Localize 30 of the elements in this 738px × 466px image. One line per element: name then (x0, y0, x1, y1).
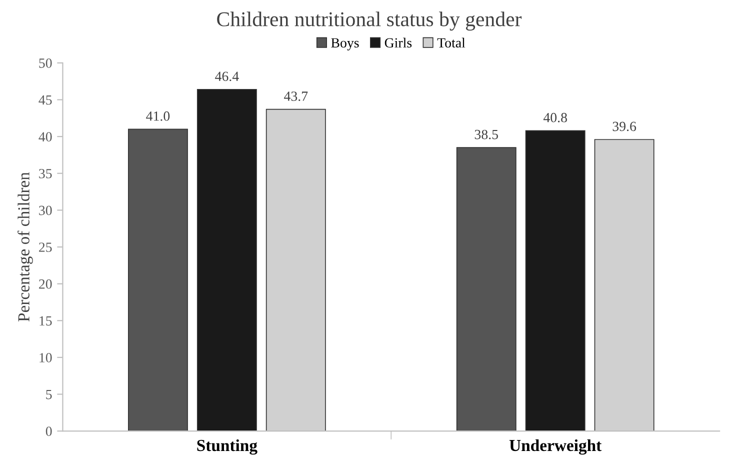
bar (456, 147, 516, 432)
y-axis-title: Percentage of children (18, 172, 33, 322)
y-tick-label: 30 (39, 206, 52, 216)
legend-label: Boys (331, 38, 359, 50)
y-tick-label: 45 (38, 95, 52, 105)
y-tick-label: 0 (46, 426, 52, 436)
data-label: 43.7 (284, 92, 308, 101)
chart-title: Children nutritional status by gender (217, 12, 522, 31)
y-tick-label: 10 (40, 353, 52, 362)
bar (266, 108, 326, 432)
y-tick-label: 5 (46, 390, 52, 400)
data-label: 39.6 (612, 122, 636, 132)
data-label: 46.4 (215, 72, 239, 82)
y-tick-label: 15 (40, 316, 52, 326)
y-tick-label: 50 (39, 58, 52, 68)
bar (196, 88, 257, 432)
legend-label: Girls (384, 38, 412, 48)
legend-label: Total (437, 38, 466, 48)
data-label: 38.5 (474, 130, 498, 140)
bar (525, 130, 586, 432)
y-tick-label: 40 (38, 132, 52, 142)
y-tick-label: 20 (39, 279, 52, 289)
y-tick-label: 35 (39, 168, 52, 178)
bar (594, 139, 654, 432)
data-label: 40.8 (543, 112, 567, 122)
x-tick-label: Underweight (509, 439, 602, 455)
data-label: 41.0 (146, 111, 170, 121)
x-tick-label: Stunting (197, 439, 258, 455)
bar (128, 128, 188, 432)
y-tick-label: 25 (39, 242, 52, 252)
